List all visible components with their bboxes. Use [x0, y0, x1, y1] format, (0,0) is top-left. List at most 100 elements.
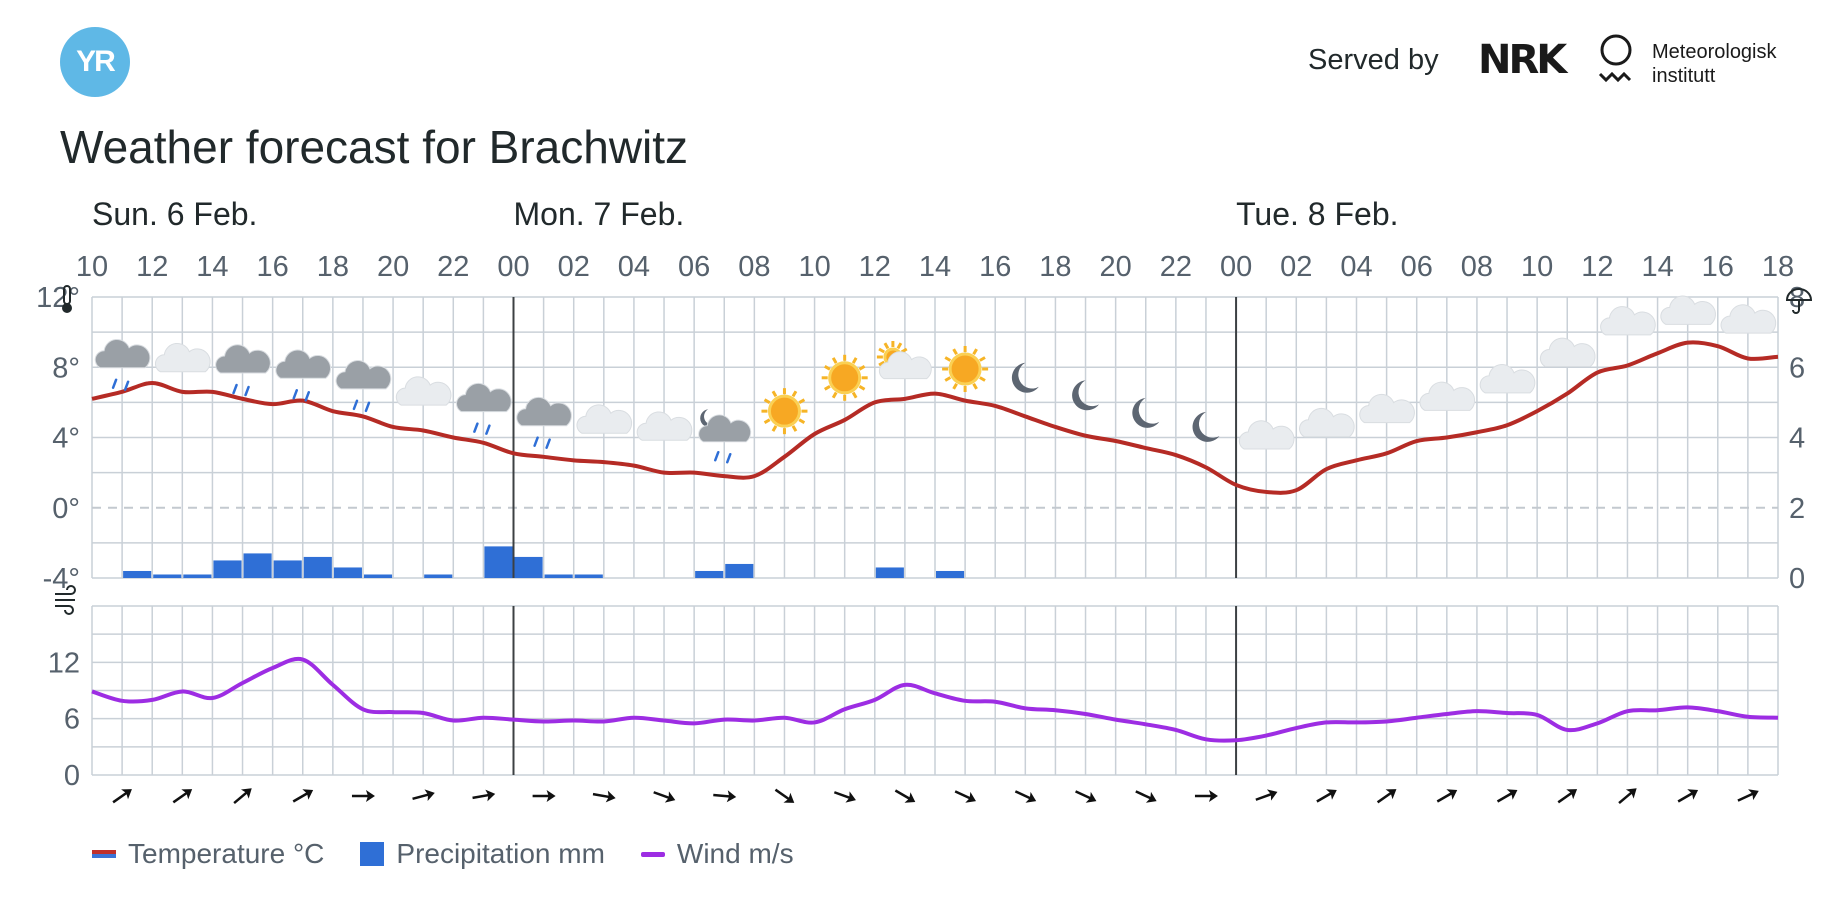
moon-shape — [1011, 362, 1039, 393]
moon-icon — [1072, 380, 1100, 411]
cloud-shape — [94, 339, 151, 369]
sun-ray — [798, 398, 806, 404]
temperature-tick-label: 8° — [52, 352, 80, 384]
temperature-tick-label: 4° — [52, 423, 80, 455]
nrk-logo: NRK — [1478, 37, 1567, 83]
sun-disc — [828, 361, 862, 395]
wind-arrow-head — [904, 792, 916, 803]
precipitation-bar — [333, 567, 362, 578]
cloud-rain-icon — [456, 382, 512, 435]
sun-ray — [979, 376, 986, 382]
rain-drop — [123, 380, 130, 391]
thermometer-icon — [62, 285, 72, 313]
sun-ray — [771, 390, 778, 398]
legend-wind: Wind m/s — [640, 838, 794, 870]
cloud-shape — [1720, 304, 1777, 334]
hour-tick-label: 12 — [859, 251, 891, 283]
wind-arrow-icon — [292, 789, 314, 803]
page-title: Weather forecast for Brachwitz — [60, 121, 689, 173]
wind-arrow-head — [302, 789, 314, 800]
precipitation-bar — [153, 574, 182, 578]
sun-ray — [851, 391, 858, 399]
precipitation-bar — [213, 560, 242, 578]
cloud-icon — [1299, 408, 1355, 438]
rain-drop — [232, 383, 238, 395]
sun-icon — [942, 346, 989, 393]
wind-arrow-icon — [1376, 789, 1397, 804]
cloud-rain-icon — [516, 396, 572, 449]
hour-tick-label: 08 — [1461, 251, 1493, 283]
precipitation-bar — [243, 553, 272, 578]
yr-logo-text: YR — [76, 45, 116, 78]
hour-tick-label: 18 — [1762, 251, 1794, 283]
legend-wind-label: Wind m/s — [676, 838, 794, 869]
hour-tick-label: 06 — [678, 251, 710, 283]
chart-legend: Temperature °C Precipitation mm Wind m/s — [92, 838, 794, 870]
hour-tick-label: 02 — [558, 251, 590, 283]
hour-tick-label: 10 — [798, 251, 830, 283]
hour-tick-label: 00 — [1220, 251, 1252, 283]
precipitation-bar — [574, 574, 603, 578]
cloud-rain-icon — [94, 339, 151, 391]
cloud-icon — [395, 376, 452, 406]
cloud-rain-icon — [335, 360, 392, 413]
wind-arrow-head — [1506, 789, 1518, 800]
cloud-shape — [636, 411, 693, 441]
precipitation-bar — [363, 574, 393, 578]
sun-disc — [767, 394, 801, 428]
wind-arrow-head — [1385, 789, 1397, 800]
wind-arrow-head — [121, 789, 132, 800]
wind-arrow-icon — [833, 791, 856, 803]
wind-arrow-icon — [1557, 789, 1578, 804]
wind-arrow-head — [485, 789, 496, 802]
wind-arrow-head — [1025, 791, 1037, 803]
precipitation-bar — [514, 556, 543, 578]
legend-precipitation-label: Precipitation mm — [396, 838, 605, 869]
cloud-shape — [1660, 295, 1716, 325]
sun-ray — [979, 356, 986, 362]
wind-arrow-icon — [1737, 789, 1759, 802]
wind-arrow-head — [1325, 789, 1337, 800]
wind-stroke — [55, 585, 76, 595]
cloud-shape — [1539, 337, 1596, 367]
cloud-shape — [1419, 381, 1476, 411]
wind-tick-label: 12 — [48, 647, 80, 679]
wind-tick-label: 6 — [64, 704, 80, 736]
sun-ray — [952, 382, 958, 390]
cloud-icon — [154, 343, 211, 373]
wind-arrow-icon — [472, 789, 496, 802]
precipitation-bar — [936, 570, 965, 578]
cloud-shape — [335, 360, 392, 390]
legend-precipitation-swatch — [360, 842, 385, 866]
cloud-shape — [154, 343, 211, 373]
wind-arrow-head — [546, 790, 556, 802]
met-line-2: institutt — [1652, 65, 1716, 87]
precipitation-bar — [424, 574, 453, 578]
moon-icon — [1192, 411, 1220, 442]
precipitation-bar — [183, 574, 212, 578]
precipitation-bar — [695, 570, 724, 578]
wind-stroke — [55, 605, 74, 615]
moon-shape — [1072, 380, 1100, 411]
sun-ray — [878, 360, 885, 367]
hour-tick-label: 14 — [919, 251, 951, 283]
hour-tick-label: 04 — [618, 251, 650, 283]
wind-arrow-head — [181, 789, 193, 800]
cloud-shape — [1299, 408, 1355, 438]
sun-ray — [771, 425, 778, 432]
cloud-icon — [1539, 337, 1596, 367]
precipitation-tick-label: 8 — [1789, 282, 1805, 314]
wind-arrow-icon — [954, 790, 976, 803]
precipitation-tick-label: 0 — [1789, 563, 1805, 595]
wind-arrow-head — [664, 791, 676, 803]
rain-drop — [533, 436, 539, 447]
sun-ray — [763, 398, 771, 404]
cloud-rain-icon — [275, 349, 332, 402]
wind-arrow-icon — [233, 788, 252, 805]
wind-arrow-head — [1625, 788, 1637, 799]
wind-arrow-head — [1566, 789, 1578, 800]
wind-arrow-icon — [713, 790, 737, 803]
met-line-1: Meteorologisk — [1652, 41, 1777, 63]
precipitation-tick-label: 6 — [1789, 352, 1805, 384]
precipitation-tick-label: 2 — [1789, 493, 1805, 525]
